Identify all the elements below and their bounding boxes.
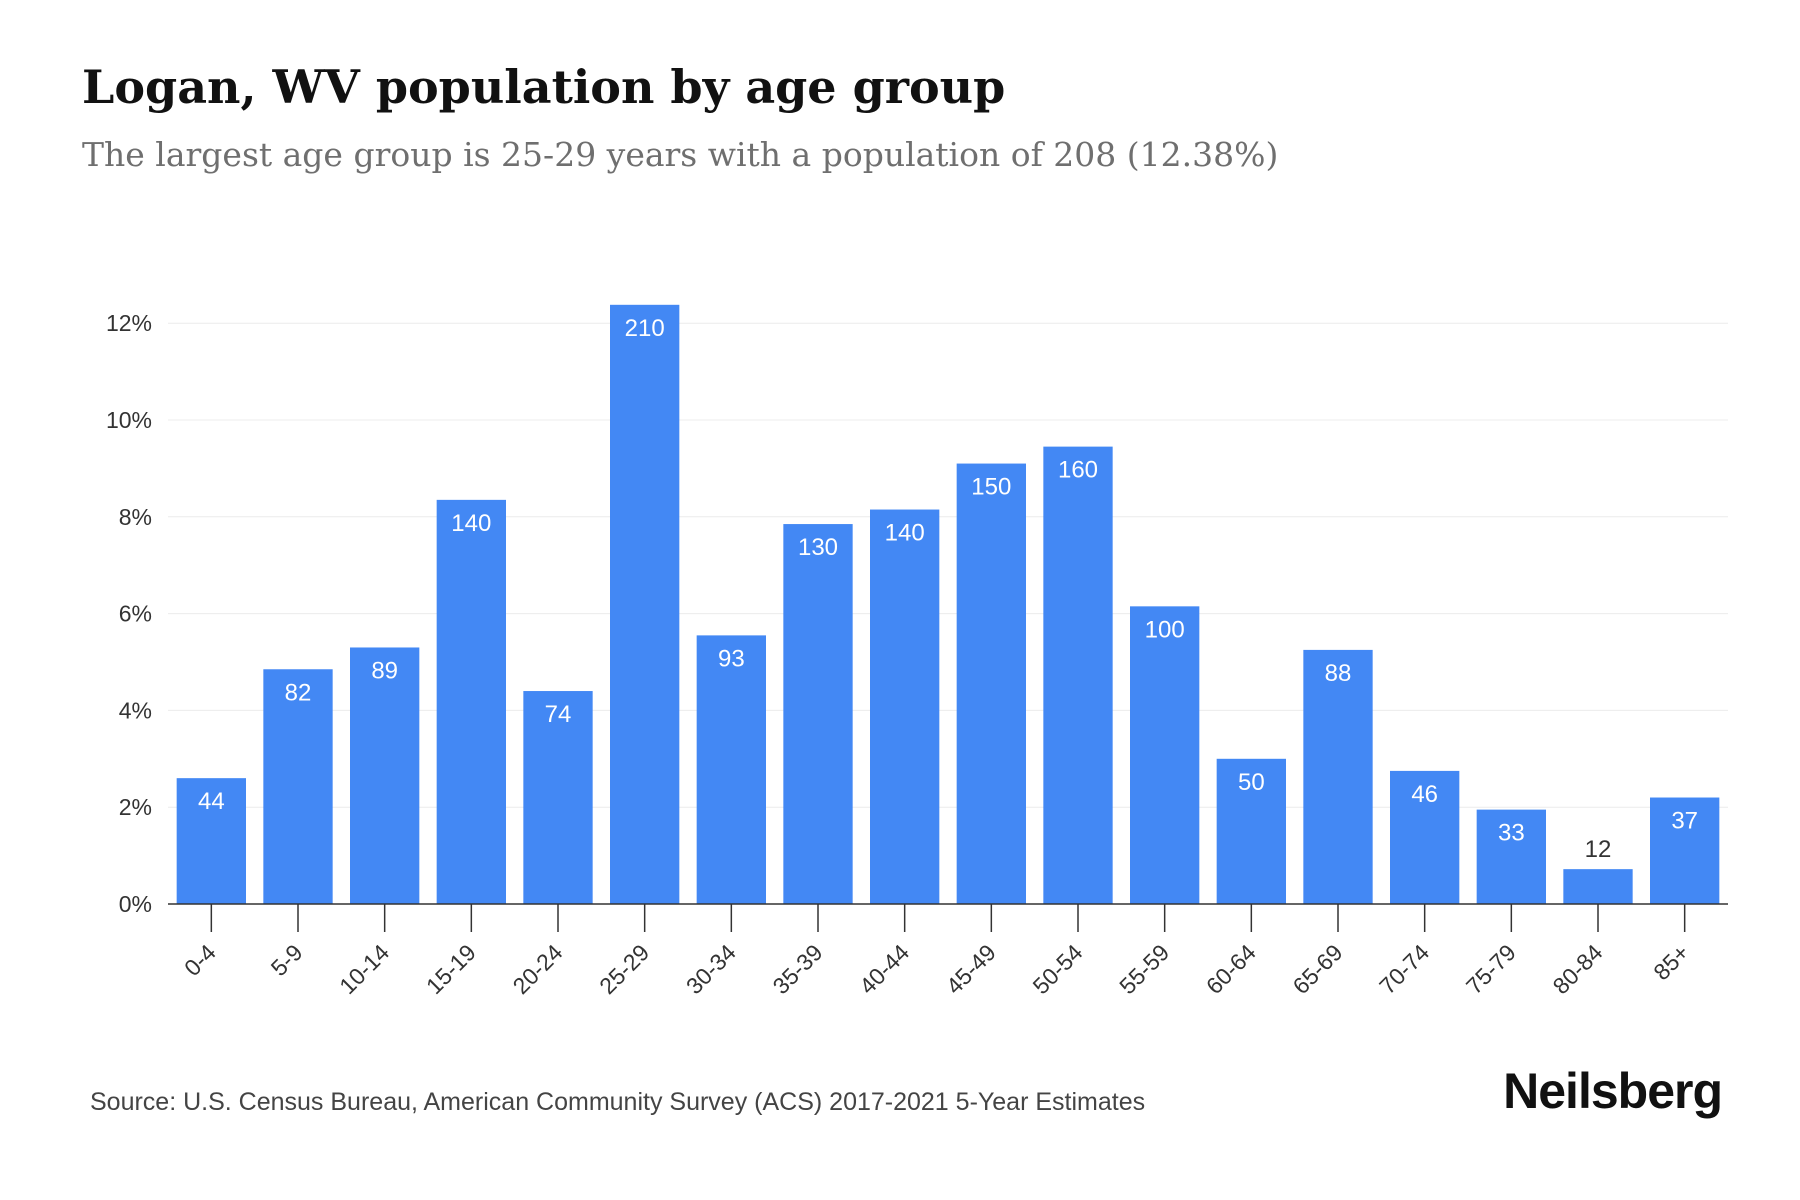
bar [1390, 770, 1460, 904]
data-label: 150 [971, 474, 1011, 501]
source-note: Source: U.S. Census Bureau, American Com… [90, 1088, 1146, 1116]
bar [176, 778, 246, 904]
bar [1043, 446, 1113, 904]
data-label: 93 [718, 645, 745, 672]
bar [1303, 649, 1373, 904]
x-tick-label: 20-24 [508, 939, 568, 999]
y-tick-label: 2% [119, 794, 152, 820]
bar [436, 499, 506, 904]
data-label: 44 [198, 788, 225, 815]
bar [1563, 869, 1633, 904]
x-tick-label: 55-59 [1114, 939, 1174, 999]
y-tick-label: 10% [106, 407, 152, 433]
y-tick-label: 8% [119, 504, 152, 530]
y-tick-label: 0% [119, 891, 152, 917]
data-label: 140 [885, 520, 925, 547]
x-tick-label: 30-34 [681, 939, 741, 999]
data-label: 89 [371, 657, 398, 684]
data-label: 12 [1585, 836, 1612, 863]
x-tick-label: 15-19 [421, 939, 481, 999]
data-label: 74 [545, 701, 572, 728]
bar [783, 524, 853, 904]
bar [1650, 797, 1720, 904]
brand-logo: Neilsberg [1503, 1063, 1723, 1119]
bar [1216, 758, 1286, 904]
data-label: 100 [1145, 616, 1185, 643]
data-label: 82 [285, 679, 312, 706]
y-tick-label: 4% [119, 697, 152, 723]
x-tick-label: 0-4 [179, 939, 221, 981]
data-label: 88 [1325, 660, 1352, 687]
bar [1476, 809, 1546, 904]
bar [1130, 606, 1200, 904]
y-tick-label: 12% [106, 310, 152, 336]
data-label: 140 [451, 510, 491, 537]
chart-subtitle: The largest age group is 25-29 years wit… [82, 135, 1279, 174]
bar [350, 647, 420, 904]
bar [610, 304, 680, 905]
bar [696, 635, 766, 904]
bar [523, 691, 593, 904]
data-label: 50 [1238, 769, 1265, 796]
data-label: 37 [1671, 808, 1698, 835]
data-label: 130 [798, 534, 838, 561]
x-tick-label: 85+ [1648, 939, 1694, 985]
chart-title: Logan, WV population by age group [82, 60, 1006, 114]
x-tick-label: 45-49 [941, 939, 1001, 999]
x-tick-label: 25-29 [594, 939, 654, 999]
bar [870, 509, 940, 904]
x-tick-label: 40-44 [854, 939, 914, 999]
x-tick-label: 75-79 [1461, 939, 1521, 999]
x-tick-label: 35-39 [768, 939, 828, 999]
x-tick-label: 65-69 [1288, 939, 1348, 999]
data-label: 46 [1411, 781, 1438, 808]
x-tick-label: 5-9 [266, 939, 308, 981]
x-tick-label: 80-84 [1548, 939, 1608, 999]
y-tick-label: 6% [119, 601, 152, 627]
x-tick-label: 10-14 [334, 939, 394, 999]
x-tick-label: 50-54 [1028, 939, 1088, 999]
bar [956, 463, 1026, 904]
data-label: 33 [1498, 820, 1525, 847]
bar [263, 669, 333, 904]
data-label: 160 [1058, 457, 1098, 484]
x-tick-label: 60-64 [1201, 939, 1261, 999]
x-tick-label: 70-74 [1374, 939, 1434, 999]
data-label: 210 [625, 315, 665, 342]
